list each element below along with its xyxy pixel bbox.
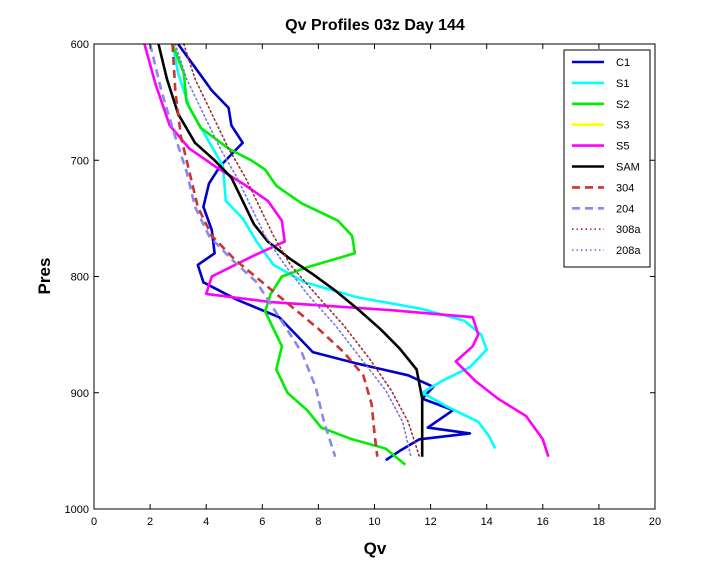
x-axis-label: Qv: [364, 539, 387, 558]
legend-label-204: 204: [616, 203, 634, 215]
y-tick-label: 600: [71, 39, 89, 51]
x-tick-label: 12: [424, 516, 436, 528]
legend-box: [563, 49, 651, 268]
legend-label-308a: 308a: [616, 224, 641, 236]
series-line-s5: [143, 43, 550, 458]
y-tick-label: 800: [71, 272, 89, 284]
x-tick-label: 16: [537, 516, 549, 528]
legend-label-s1: S1: [616, 78, 629, 90]
series-line-208a: [174, 43, 412, 458]
legend-label-sam: SAM: [616, 162, 640, 174]
legend: C1 S1 S2 S3 S5 SAM 304 204 308a 208a: [563, 49, 651, 268]
x-axis-ticks: 0 2 4 6 8 10 12 14 16 18 20: [91, 44, 661, 528]
series-line-204: [148, 43, 337, 458]
x-tick-label: 2: [147, 516, 153, 528]
x-tick-label: 8: [315, 516, 321, 528]
y-tick-label: 1000: [65, 504, 89, 516]
x-tick-label: 18: [593, 516, 605, 528]
y-axis-ticks: 600 700 800 900 1000: [65, 39, 655, 516]
series-lines: [143, 43, 550, 466]
series-line-308a: [183, 43, 421, 458]
x-tick-label: 10: [368, 516, 380, 528]
series-line-304: [171, 43, 379, 457]
series-line-c1: [177, 43, 472, 462]
legend-label-208a: 208a: [616, 245, 641, 257]
x-tick-label: 14: [481, 516, 493, 528]
legend-label-s3: S3: [616, 120, 629, 132]
x-tick-label: 20: [649, 516, 661, 528]
y-tick-label: 700: [71, 155, 89, 167]
y-tick-label: 900: [71, 388, 89, 400]
x-tick-label: 0: [91, 516, 97, 528]
y-axis-label: Pres: [35, 258, 54, 295]
x-tick-label: 6: [259, 516, 265, 528]
series-line-sam: [157, 43, 424, 457]
legend-label-304: 304: [616, 182, 634, 194]
chart-title: Qv Profiles 03z Day 144: [285, 17, 465, 34]
x-tick-label: 4: [203, 516, 209, 528]
legend-label-c1: C1: [616, 57, 630, 69]
series-line-s1: [171, 43, 497, 450]
legend-label-s5: S5: [616, 141, 629, 153]
legend-label-s2: S2: [616, 99, 629, 111]
